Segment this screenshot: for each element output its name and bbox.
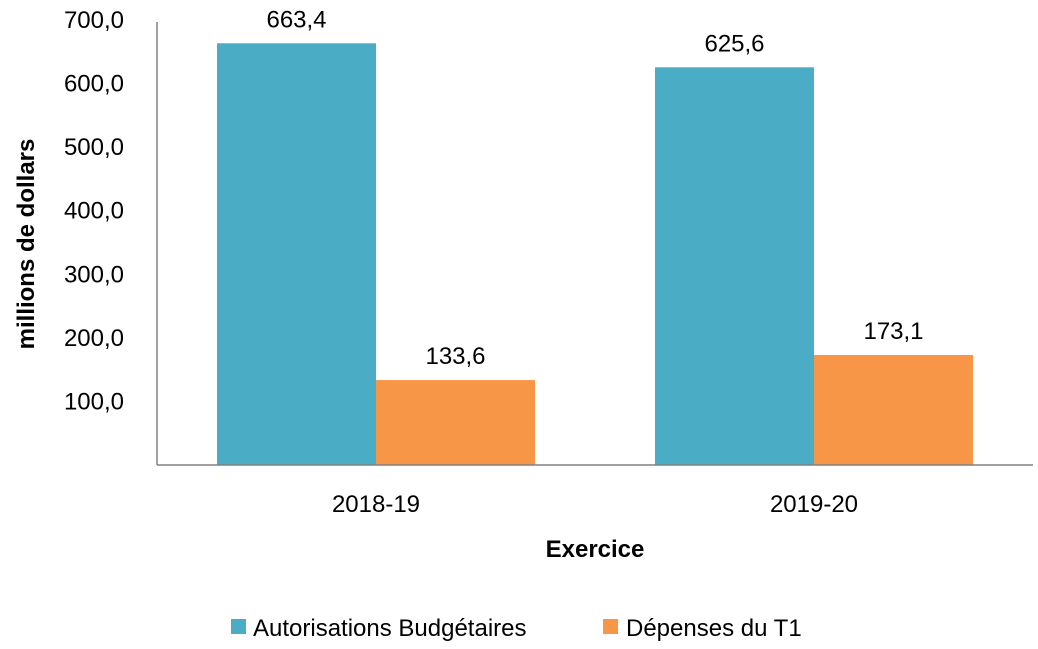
legend-label: Dépenses du T1 <box>626 615 802 642</box>
y-axis-title: millions de dollars <box>13 139 40 350</box>
y-tick-label: 700,0 <box>64 7 124 34</box>
y-tick-label: 600,0 <box>64 71 124 98</box>
y-tick-label: 200,0 <box>64 325 124 352</box>
x-tick-label: 2018-19 <box>332 491 420 518</box>
y-tick-labels: 100,0 200,0 300,0 400,0 500,0 600,0 700,0 <box>64 7 124 415</box>
data-label: 625,6 <box>704 30 764 57</box>
y-tick-label: 400,0 <box>64 198 124 225</box>
legend-label: Autorisations Budgétaires <box>253 615 527 642</box>
data-label: 173,1 <box>863 318 923 345</box>
legend: Autorisations Budgétaires Dépenses du T1 <box>231 615 802 642</box>
data-labels-group: 663,4 133,6 625,6 173,1 <box>266 6 923 370</box>
data-label: 663,4 <box>266 6 326 33</box>
y-tick-label: 300,0 <box>64 261 124 288</box>
x-tick-labels: 2018-19 2019-20 <box>332 491 858 518</box>
bar-depenses-2018-19 <box>376 380 535 465</box>
bar-autorisations-2018-19 <box>217 43 376 465</box>
bar-depenses-2019-20 <box>814 354 973 465</box>
x-axis-title: Exercice <box>546 536 645 563</box>
bars-group <box>217 43 973 465</box>
data-label: 133,6 <box>425 343 485 370</box>
y-tick-label: 500,0 <box>64 134 124 161</box>
y-tick-label: 100,0 <box>64 388 124 415</box>
x-tick-label: 2019-20 <box>770 491 858 518</box>
legend-swatch <box>603 619 618 634</box>
bar-autorisations-2019-20 <box>655 67 814 465</box>
legend-swatch <box>231 619 246 634</box>
